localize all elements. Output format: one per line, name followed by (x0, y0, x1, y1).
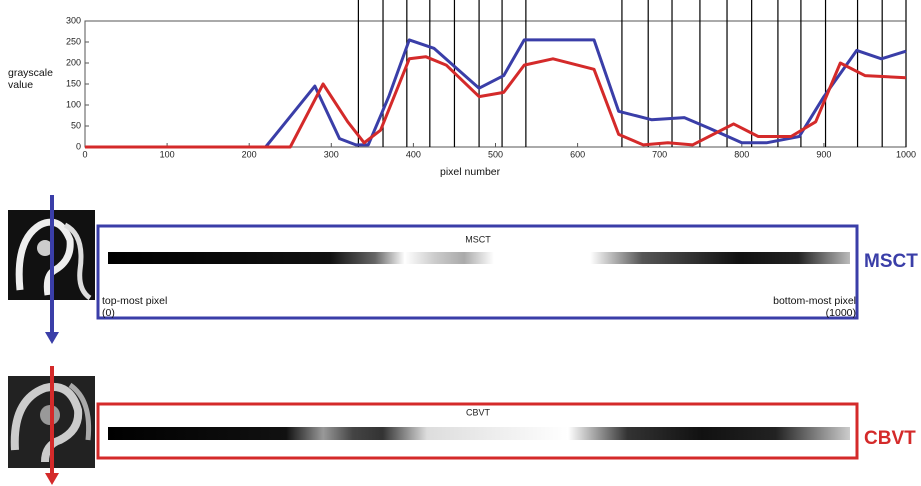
strip-title: CBVT (466, 407, 491, 417)
x-tick-label: 500 (488, 149, 503, 159)
y-tick-label: 300 (66, 15, 81, 25)
start-note: top-most pixel (0) (102, 295, 168, 319)
x-tick-label: 600 (570, 149, 585, 159)
strip-title: MSCT (465, 234, 491, 244)
x-tick-label: 1000 (896, 149, 916, 159)
y-tick-label: 250 (66, 36, 81, 46)
y-tick-label: 150 (66, 78, 81, 88)
x-tick-label: 0 (82, 149, 87, 159)
x-tick-label: 300 (324, 149, 339, 159)
y-axis-label: grayscale value (8, 67, 53, 91)
x-tick-label: 400 (406, 149, 421, 159)
x-tick-label: 200 (242, 149, 257, 159)
end-note: bottom-most pixel (1000) (773, 295, 856, 319)
y-tick-label: 50 (71, 120, 81, 130)
arrow (45, 195, 59, 344)
panel-frame (96, 402, 859, 460)
arrow (45, 366, 59, 485)
plot-frame (84, 20, 907, 148)
intensity-strip (108, 252, 850, 264)
x-tick-label: 900 (816, 149, 831, 159)
series-line (85, 55, 907, 149)
x-tick-label: 700 (652, 149, 667, 159)
panel-frame (96, 224, 859, 320)
panel-label: MSCT (864, 251, 918, 272)
y-tick-label: 200 (66, 57, 81, 67)
intensity-strip (108, 427, 850, 440)
x-axis-label: pixel number (440, 166, 501, 178)
x-tick-label: 100 (160, 149, 175, 159)
x-tick-label: 800 (734, 149, 749, 159)
panel-label: CBVT (864, 428, 916, 449)
y-tick-label: 0 (76, 141, 81, 151)
y-tick-label: 100 (66, 99, 81, 109)
